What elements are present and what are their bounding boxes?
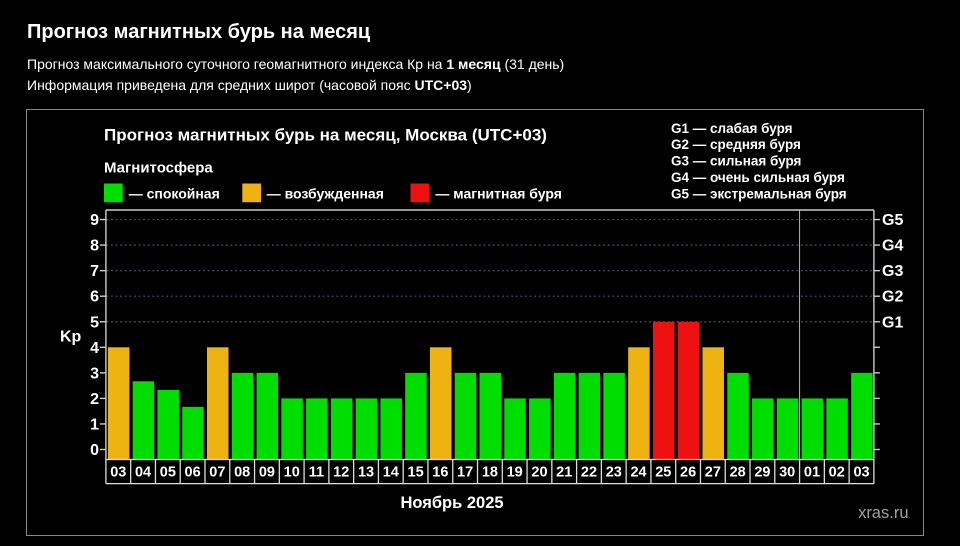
svg-text:07: 07 bbox=[209, 465, 225, 481]
svg-text:29: 29 bbox=[754, 465, 770, 481]
svg-text:03: 03 bbox=[110, 465, 126, 481]
svg-text:21: 21 bbox=[556, 465, 572, 481]
svg-text:G4: G4 bbox=[882, 238, 903, 255]
svg-text:08: 08 bbox=[234, 465, 250, 481]
svg-text:16: 16 bbox=[432, 465, 448, 481]
svg-text:22: 22 bbox=[581, 465, 597, 481]
svg-text:4: 4 bbox=[90, 340, 99, 357]
svg-text:G2: G2 bbox=[882, 289, 903, 306]
svg-text:30: 30 bbox=[779, 465, 795, 481]
svg-text:Ноябрь 2025: Ноябрь 2025 bbox=[400, 494, 503, 512]
svg-text:04: 04 bbox=[135, 465, 151, 481]
svg-text:13: 13 bbox=[358, 465, 374, 481]
svg-text:27: 27 bbox=[705, 465, 721, 481]
svg-text:23: 23 bbox=[606, 465, 622, 481]
svg-text:25: 25 bbox=[655, 465, 671, 481]
svg-text:3: 3 bbox=[90, 365, 99, 382]
svg-text:— возбужденная: — возбужденная bbox=[267, 186, 384, 202]
svg-text:G1: G1 bbox=[882, 314, 903, 331]
svg-text:11: 11 bbox=[309, 465, 324, 481]
svg-text:6: 6 bbox=[90, 289, 99, 306]
svg-text:26: 26 bbox=[680, 465, 696, 481]
svg-text:G3 — сильная буря: G3 — сильная буря bbox=[671, 154, 801, 169]
svg-text:17: 17 bbox=[457, 465, 473, 481]
svg-text:— спокойная: — спокойная bbox=[129, 186, 220, 202]
svg-text:28: 28 bbox=[730, 465, 746, 481]
svg-text:09: 09 bbox=[259, 465, 275, 481]
svg-text:10: 10 bbox=[284, 465, 300, 481]
svg-text:G3: G3 bbox=[882, 263, 903, 280]
svg-text:06: 06 bbox=[185, 465, 201, 481]
svg-text:G5 — экстремальная буря: G5 — экстремальная буря bbox=[671, 186, 847, 201]
svg-text:20: 20 bbox=[531, 465, 547, 481]
svg-text:xras.ru: xras.ru bbox=[858, 504, 908, 522]
svg-text:— магнитная буря: — магнитная буря bbox=[435, 186, 562, 202]
svg-text:Прогноз магнитных бурь на меся: Прогноз магнитных бурь на месяц, Москва … bbox=[104, 126, 547, 145]
svg-text:Kp: Kp bbox=[60, 329, 82, 346]
svg-text:G4 — очень сильная буря: G4 — очень сильная буря bbox=[671, 170, 845, 185]
svg-text:12: 12 bbox=[333, 465, 349, 481]
svg-text:2: 2 bbox=[90, 391, 99, 408]
svg-text:Магнитосфера: Магнитосфера bbox=[104, 160, 213, 177]
svg-text:18: 18 bbox=[482, 465, 498, 481]
svg-text:9: 9 bbox=[90, 212, 99, 229]
svg-text:1: 1 bbox=[90, 416, 99, 433]
svg-text:05: 05 bbox=[160, 465, 176, 481]
svg-text:02: 02 bbox=[829, 465, 845, 481]
svg-text:0: 0 bbox=[90, 442, 99, 459]
svg-text:14: 14 bbox=[383, 465, 399, 481]
svg-text:24: 24 bbox=[630, 465, 646, 481]
svg-text:G2 — средняя буря: G2 — средняя буря bbox=[671, 137, 801, 152]
svg-text:03: 03 bbox=[853, 465, 869, 481]
svg-text:7: 7 bbox=[90, 263, 99, 280]
svg-text:19: 19 bbox=[507, 465, 523, 481]
svg-text:G1 — слабая буря: G1 — слабая буря bbox=[671, 121, 793, 136]
svg-text:15: 15 bbox=[408, 465, 424, 481]
svg-text:8: 8 bbox=[90, 238, 99, 255]
svg-text:G5: G5 bbox=[882, 212, 903, 229]
svg-text:5: 5 bbox=[90, 314, 99, 331]
svg-text:01: 01 bbox=[804, 465, 820, 481]
